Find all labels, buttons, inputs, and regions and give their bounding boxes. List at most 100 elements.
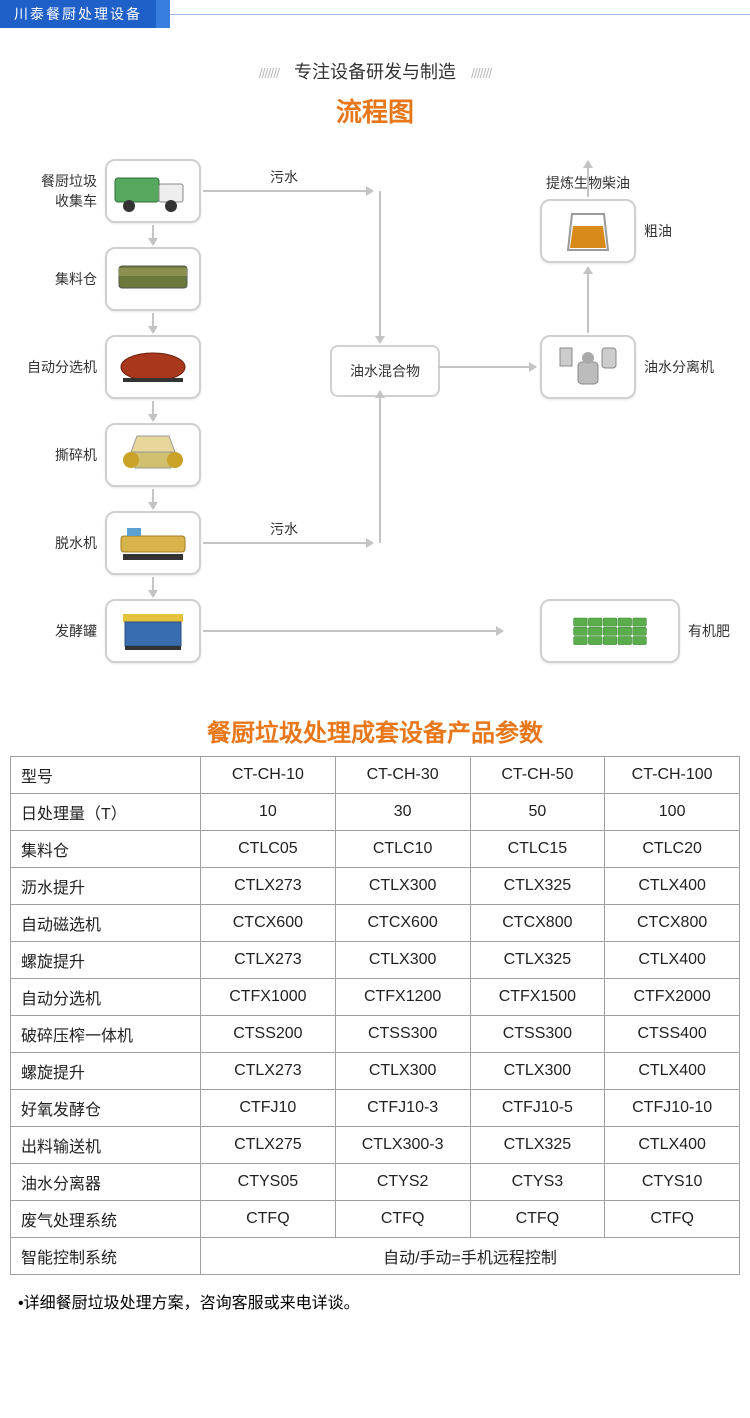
table-row: 好氧发酵仓CTFJ10CTFJ10-3CTFJ10-5CTFJ10-10 <box>11 1090 740 1127</box>
node-box <box>105 247 201 311</box>
value-cell: 30 <box>335 794 470 831</box>
arrow-right-icon <box>203 626 503 636</box>
flowchart-title: 流程图 <box>0 92 750 129</box>
node-label: 油水分离机 <box>644 357 714 377</box>
value-cell: CTYS2 <box>335 1164 470 1201</box>
table-row: 日处理量（T）103050100 <box>11 794 740 831</box>
value-cell: CTSS200 <box>201 1016 336 1053</box>
node-box <box>105 423 201 487</box>
value-cell: CTLX300-3 <box>335 1127 470 1164</box>
value-cell: 50 <box>470 794 605 831</box>
row-label-cell: 废气处理系统 <box>11 1201 201 1238</box>
value-cell: CTFX2000 <box>605 979 740 1016</box>
flow-node-oil: 提炼生物柴油粗油 <box>540 199 636 263</box>
value-cell: CTLX300 <box>335 942 470 979</box>
value-cell: CTYS10 <box>605 1164 740 1201</box>
value-cell: CTLX273 <box>201 942 336 979</box>
flow-node-shredder: 撕碎机 <box>105 423 201 487</box>
row-label-cell: 智能控制系统 <box>11 1238 201 1275</box>
header-bar: 川泰餐厨处理设备 <box>0 0 750 28</box>
value-cell: CTLX400 <box>605 1053 740 1090</box>
table-row: 螺旋提升CTLX273CTLX300CTLX300CTLX400 <box>11 1053 740 1090</box>
subtitle-text: 专注设备研发与制造 <box>294 62 456 82</box>
arrow-right-icon <box>203 186 373 196</box>
value-cell: CTLX325 <box>470 942 605 979</box>
arrow-label-sewage2: 污水 <box>270 519 298 539</box>
col-header: CT-CH-30 <box>335 757 470 794</box>
fertilizer-icon <box>570 606 650 656</box>
row-label-cell: 螺旋提升 <box>11 1053 201 1090</box>
value-cell: CTLX300 <box>335 1053 470 1090</box>
brand-label: 川泰餐厨处理设备 <box>0 0 156 28</box>
value-cell: CTLX400 <box>605 942 740 979</box>
value-cell: CTLX273 <box>201 868 336 905</box>
arrow-up-icon <box>583 267 593 333</box>
value-cell: CTLC05 <box>201 831 336 868</box>
slashes-left: /////// <box>259 65 279 81</box>
value-cell: CTCX800 <box>470 905 605 942</box>
arrow-up-icon <box>583 161 593 197</box>
table-header-row: 型号CT-CH-10CT-CH-30CT-CH-50CT-CH-100 <box>11 757 740 794</box>
node-label: 粗油 <box>644 221 672 241</box>
subtitle-row: /////// 专注设备研发与制造 /////// <box>0 58 750 84</box>
value-cell: CTFX1200 <box>335 979 470 1016</box>
value-cell: CTLX400 <box>605 868 740 905</box>
value-cell: CTLX300 <box>335 868 470 905</box>
node-box <box>105 159 201 223</box>
value-cell: CTLC10 <box>335 831 470 868</box>
value-cell: CTFQ <box>335 1201 470 1238</box>
row-label-cell: 自动磁选机 <box>11 905 201 942</box>
arrow-down-icon <box>148 577 158 597</box>
flow-node-dewater: 脱水机 <box>105 511 201 575</box>
value-cell: CTLC15 <box>470 831 605 868</box>
table-row: 自动分选机CTFX1000CTFX1200CTFX1500CTFX2000 <box>11 979 740 1016</box>
value-cell: CTFX1500 <box>470 979 605 1016</box>
arrow-down-icon <box>148 313 158 333</box>
row-label-cell: 出料输送机 <box>11 1127 201 1164</box>
row-label-cell: 螺旋提升 <box>11 942 201 979</box>
node-box <box>540 335 636 399</box>
value-cell: CTCX600 <box>201 905 336 942</box>
node-label: 发酵罐 <box>55 621 97 641</box>
oil-icon <box>548 206 628 256</box>
value-cell: CTFJ10-10 <box>605 1090 740 1127</box>
table-row: 出料输送机CTLX275CTLX300-3CTLX325CTLX400 <box>11 1127 740 1164</box>
merged-value-cell: 自动/手动=手机远程控制 <box>201 1238 740 1275</box>
arrow-label-sewage1: 污水 <box>270 167 298 187</box>
node-box <box>105 335 201 399</box>
header-divider <box>156 0 170 28</box>
arrow-up-icon <box>375 391 385 543</box>
value-cell: CTFJ10 <box>201 1090 336 1127</box>
node-label: 有机肥 <box>688 621 730 641</box>
arrow-right-icon <box>203 538 373 548</box>
value-cell: CTFQ <box>470 1201 605 1238</box>
value-cell: CTFJ10-3 <box>335 1090 470 1127</box>
flow-node-sorter: 自动分选机 <box>105 335 201 399</box>
node-box <box>540 199 636 263</box>
value-cell: CTSS400 <box>605 1016 740 1053</box>
row-label-cell: 破碎压榨一体机 <box>11 1016 201 1053</box>
flow-node-mixture: 油水混合物 <box>330 345 440 397</box>
row-label-cell: 自动分选机 <box>11 979 201 1016</box>
value-cell: CTFQ <box>201 1201 336 1238</box>
node-box <box>105 511 201 575</box>
value-cell: CTLX273 <box>201 1053 336 1090</box>
table-row: 油水分离器CTYS05CTYS2CTYS3CTYS10 <box>11 1164 740 1201</box>
table-row: 沥水提升CTLX273CTLX300CTLX325CTLX400 <box>11 868 740 905</box>
shredder-icon <box>113 430 193 480</box>
table-row: 集料仓CTLC05CTLC10CTLC15CTLC20 <box>11 831 740 868</box>
flow-node-separator: 油水分离机 <box>540 335 636 399</box>
col-header: CT-CH-10 <box>201 757 336 794</box>
node-label: 脱水机 <box>55 533 97 553</box>
row-label-cell: 集料仓 <box>11 831 201 868</box>
params-table: 型号CT-CH-10CT-CH-30CT-CH-50CT-CH-100日处理量（… <box>10 756 740 1275</box>
truck-icon <box>113 166 193 216</box>
table-merged-row: 智能控制系统自动/手动=手机远程控制 <box>11 1238 740 1275</box>
value-cell: CTLC20 <box>605 831 740 868</box>
table-row: 自动磁选机CTCX600CTCX600CTCX800CTCX800 <box>11 905 740 942</box>
node-label: 集料仓 <box>55 269 97 289</box>
value-cell: CTFX1000 <box>201 979 336 1016</box>
value-cell: CTFQ <box>605 1201 740 1238</box>
node-text: 油水混合物 <box>330 345 440 397</box>
value-cell: CTLX325 <box>470 1127 605 1164</box>
